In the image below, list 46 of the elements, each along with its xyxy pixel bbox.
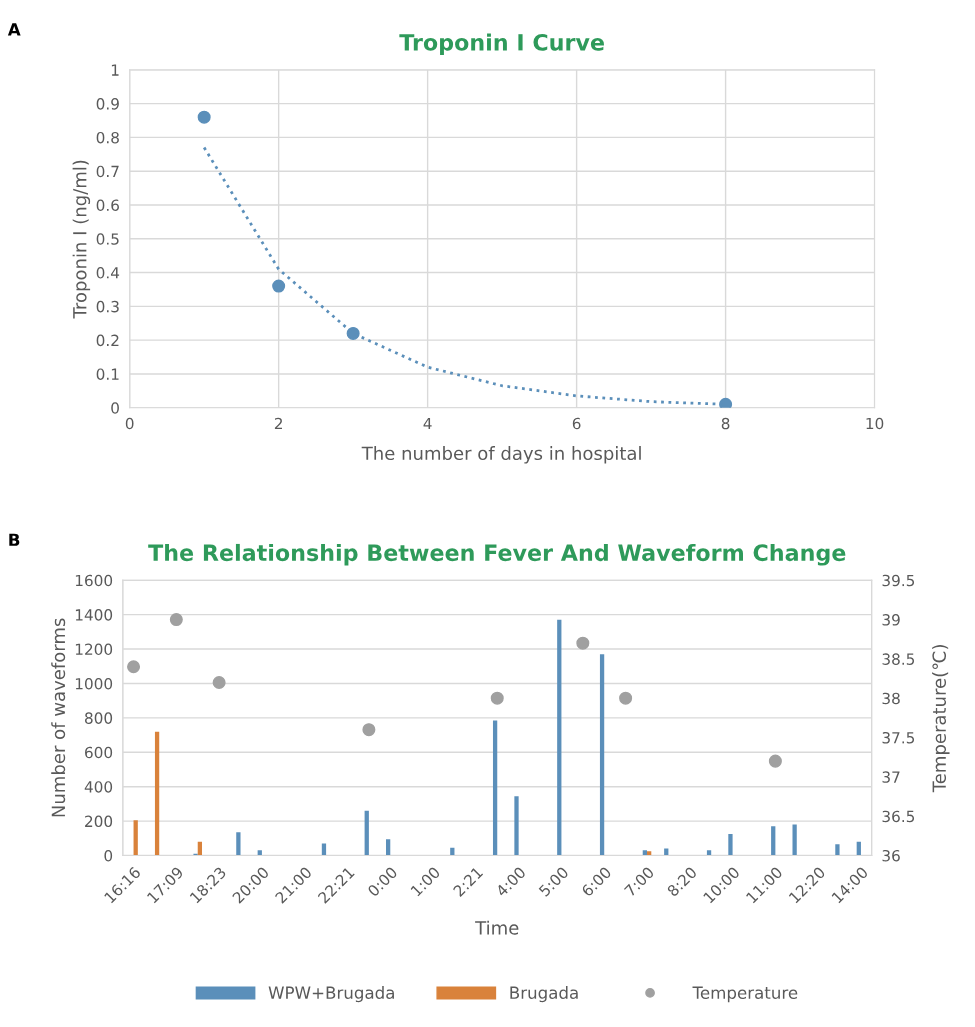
y2-axis-title: Temperature(℃) [932, 645, 950, 793]
y-axis-title: Troponin I (ng/ml) [72, 160, 91, 319]
y-tick-label: 1200 [75, 643, 113, 656]
x-axis-title: Time [475, 920, 519, 935]
x-tick-label: 0 [125, 417, 134, 430]
legend-label: Brugada [510, 986, 578, 1003]
x-tick-label: 4 [423, 417, 432, 430]
y-tick-label: 0.8 [96, 131, 119, 144]
y-tick-label: 0.4 [96, 267, 120, 279]
y2-tick-label: 39.5 [882, 574, 915, 587]
chart-title: The Relationship Between Fever And Waveform Change [148, 543, 846, 566]
x-tick-label: 6 [572, 417, 581, 430]
x-axis-title: The number of days in hospital [361, 446, 641, 464]
y2-tick-label: 37.5 [882, 732, 915, 744]
y2-tick-label: 36 [882, 849, 900, 862]
y-tick-label: 0.3 [96, 300, 119, 313]
y-tick-label: 600 [85, 746, 113, 759]
y-tick-label: 0 [111, 402, 119, 414]
y-tick-label: 0.5 [96, 233, 119, 245]
text: A [7, 23, 21, 36]
x-tick-label: 2 [274, 417, 282, 430]
y-axis-title: Number of waveforms [51, 618, 66, 817]
y2-tick-label: 39 [882, 614, 900, 626]
x-tick-label: 10 [866, 417, 884, 430]
y-tick-label: 0.1 [96, 368, 119, 380]
x-tick-label: 8 [721, 417, 730, 430]
y-tick-label: 1 [111, 64, 119, 76]
y-tick-label: 800 [85, 712, 113, 724]
text: B [9, 533, 20, 546]
y-tick-label: 0.6 [96, 199, 119, 212]
chart-title: Troponin I Curve [399, 33, 604, 56]
y-tick-label: 0.2 [96, 334, 119, 347]
y2-tick-label: 36.5 [882, 810, 915, 823]
y-tick-label: 200 [85, 815, 113, 828]
y2-tick-label: 38.5 [882, 653, 915, 665]
y-tick-label: 0.7 [96, 165, 119, 178]
y-tick-label: 400 [84, 781, 113, 793]
y2-tick-label: 38 [882, 692, 900, 705]
y-tick-label: 1000 [75, 677, 113, 690]
y-tick-label: 1600 [75, 574, 113, 587]
legend-label: WPW+Brugada [268, 986, 394, 1003]
legend-label: Temperature [692, 986, 798, 1003]
y-tick-label: 1400 [75, 609, 113, 621]
y2-tick-label: 37 [882, 771, 900, 783]
y-tick-label: 0 [104, 849, 113, 862]
y-tick-label: 0.9 [96, 98, 119, 110]
